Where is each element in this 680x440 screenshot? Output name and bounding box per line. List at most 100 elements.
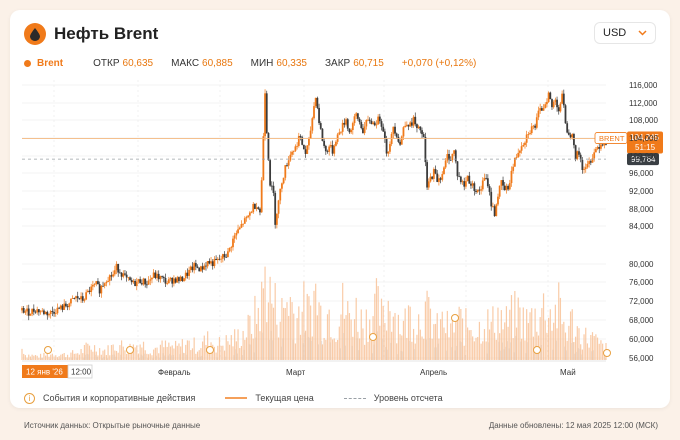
candle-body <box>377 116 380 125</box>
candle-body <box>502 180 504 186</box>
volume-bar <box>95 351 97 360</box>
volume-bar <box>139 344 141 360</box>
volume-bar <box>552 349 554 360</box>
volume-bar <box>385 330 388 360</box>
volume-bar <box>343 318 345 360</box>
volume-bar <box>146 353 148 360</box>
volume-bar <box>505 306 508 360</box>
volume-bar <box>100 354 102 360</box>
volume-bar <box>218 337 221 360</box>
candle-body <box>284 165 287 178</box>
candle-body <box>564 105 567 124</box>
data-updated: Данные обновлены: 12 мая 2025 12:00 (МСК… <box>488 421 658 430</box>
volume-bar <box>186 340 189 360</box>
candle-body <box>380 121 383 127</box>
candle-body <box>405 124 408 126</box>
volume-bar <box>31 358 32 360</box>
volume-bar <box>229 344 231 360</box>
volume-bar <box>223 350 226 360</box>
volume-bar <box>510 342 512 360</box>
volume-bar <box>385 347 387 360</box>
candle-body <box>183 278 185 282</box>
candle-body <box>105 281 108 284</box>
candle-body <box>95 281 98 285</box>
volume-bar <box>379 325 381 360</box>
footer: Источник данных: Открытые рыночные данны… <box>24 421 658 430</box>
candle-body <box>429 176 432 182</box>
volume-bar <box>443 327 445 360</box>
candle-body <box>600 144 602 149</box>
volume-bar <box>217 345 219 360</box>
event-marker-circle <box>603 349 611 357</box>
candle-body <box>220 258 223 260</box>
candle-body <box>194 263 197 267</box>
volume-bar <box>134 347 136 360</box>
candle-body <box>215 258 218 261</box>
candle-body <box>343 122 346 125</box>
volume-bar <box>513 352 515 360</box>
candle-body <box>189 266 192 270</box>
candle-body <box>254 204 256 209</box>
candle-body <box>579 154 582 160</box>
candle-body <box>32 308 35 312</box>
low-label: МИН <box>250 57 274 69</box>
volume-bar <box>58 356 60 360</box>
x-month-label: Апрель <box>420 368 447 377</box>
y-tick-label: 88,000 <box>629 205 654 214</box>
legend-current-price[interactable]: Текущая цена <box>225 393 314 403</box>
candle-body <box>522 144 525 147</box>
volume-bar <box>541 308 543 360</box>
volume-bar <box>575 336 577 360</box>
volume-bar <box>85 354 86 360</box>
candle-body <box>314 97 317 107</box>
candle-body <box>503 185 506 191</box>
candle-body <box>475 190 477 192</box>
volume-bar <box>107 345 109 360</box>
volume-bar <box>200 348 202 360</box>
volume-bar <box>569 311 572 360</box>
candle-body <box>404 125 407 128</box>
volume-bar <box>86 353 88 360</box>
candle-body <box>130 279 133 283</box>
volume-bar <box>153 349 155 360</box>
candle-body <box>286 165 288 166</box>
volume-bar <box>339 348 341 360</box>
volume-bar <box>284 308 286 360</box>
volume-bar <box>141 347 143 360</box>
volume-bar <box>274 283 276 360</box>
volume-bar <box>306 293 308 360</box>
volume-bar <box>193 337 195 360</box>
candle-body <box>186 272 189 276</box>
volume-bar <box>23 353 25 360</box>
volume-bar <box>488 329 491 360</box>
volume-bar <box>144 350 146 360</box>
currency-select[interactable]: USD <box>594 22 656 44</box>
volume-bar <box>196 351 199 360</box>
event-marker-circle <box>533 346 541 354</box>
legend-reference-level[interactable]: Уровень отсчета <box>343 393 443 403</box>
volume-bar <box>149 353 151 360</box>
candle-body <box>240 224 243 228</box>
volume-bar <box>377 331 378 360</box>
candle-body <box>492 206 494 208</box>
volume-bar <box>558 282 560 360</box>
volume-bar <box>580 344 582 360</box>
volume-bar <box>34 355 37 360</box>
candle-body <box>397 136 400 142</box>
candle-body <box>527 134 530 135</box>
volume-bar <box>63 352 65 360</box>
candle-body <box>480 189 482 191</box>
candle-body <box>80 296 82 300</box>
candle-body <box>132 280 135 283</box>
volume-bar <box>504 322 506 360</box>
candle-body <box>542 107 545 111</box>
candle-body <box>414 116 417 125</box>
legend-events[interactable]: i События и корпоративные действия <box>24 392 195 404</box>
volume-bar <box>390 342 392 360</box>
candle-body <box>559 103 562 112</box>
candle-body <box>152 272 155 278</box>
candle-body <box>205 265 207 267</box>
volume-bar <box>342 282 344 360</box>
volume-bar <box>183 353 185 360</box>
